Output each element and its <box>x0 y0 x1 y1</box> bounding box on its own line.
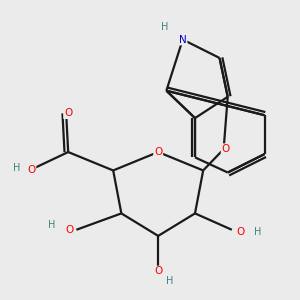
Text: H: H <box>48 220 55 230</box>
Text: O: O <box>27 166 35 176</box>
Text: O: O <box>65 225 74 235</box>
Text: H: H <box>166 276 173 286</box>
Text: O: O <box>154 147 162 157</box>
Text: H: H <box>254 227 262 237</box>
Text: O: O <box>64 108 72 118</box>
Text: O: O <box>154 266 162 277</box>
Text: O: O <box>222 144 230 154</box>
Text: H: H <box>160 22 168 32</box>
Text: H: H <box>13 164 20 173</box>
Text: O: O <box>237 227 245 237</box>
Text: N: N <box>179 34 187 45</box>
